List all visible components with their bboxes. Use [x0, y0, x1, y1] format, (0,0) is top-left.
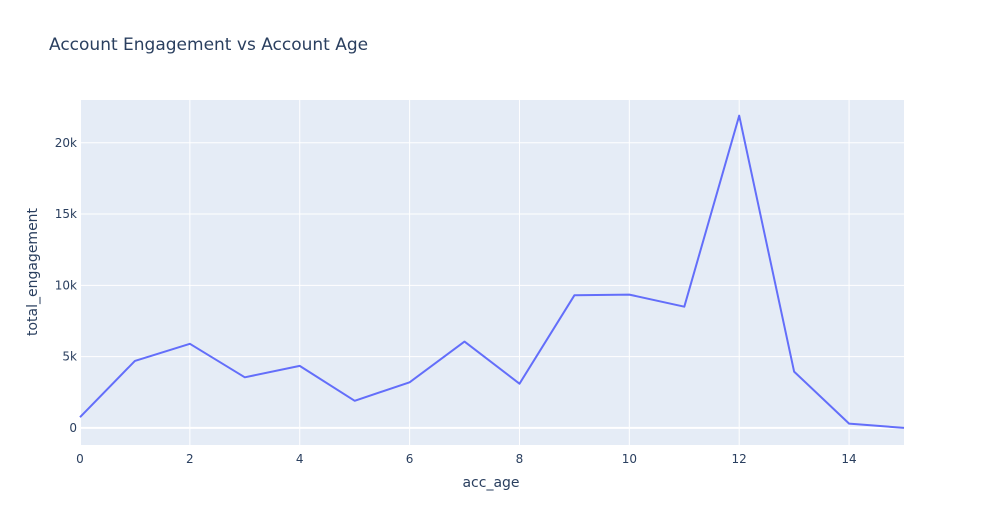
x-tick-label: 0 — [76, 452, 84, 466]
x-tick-label: 14 — [841, 452, 856, 466]
y-tick-label: 5k — [62, 350, 77, 364]
y-tick-label: 0 — [69, 421, 77, 435]
y-axis-title: total_engagement — [25, 207, 41, 336]
x-axis-ticks: 0 2 4 6 8 10 12 14 — [76, 452, 857, 466]
series-line — [79, 114, 905, 429]
x-tick-label: 4 — [296, 452, 304, 466]
x-tick-label: 8 — [516, 452, 524, 466]
x-tick-label: 12 — [732, 452, 747, 466]
chart-title: Account Engagement vs Account Age — [49, 35, 368, 55]
y-tick-label: 20k — [55, 136, 77, 150]
x-tick-label: 6 — [406, 452, 414, 466]
y-axis-ticks: 0 5k 10k 15k 20k — [55, 136, 77, 435]
grid-lines — [79, 100, 904, 445]
y-tick-label: 10k — [55, 278, 77, 292]
x-tick-label: 10 — [622, 452, 637, 466]
plot-area — [80, 100, 904, 445]
x-tick-label: 2 — [186, 452, 194, 466]
x-axis-title: acc_age — [462, 475, 519, 491]
y-tick-label: 15k — [55, 207, 77, 221]
